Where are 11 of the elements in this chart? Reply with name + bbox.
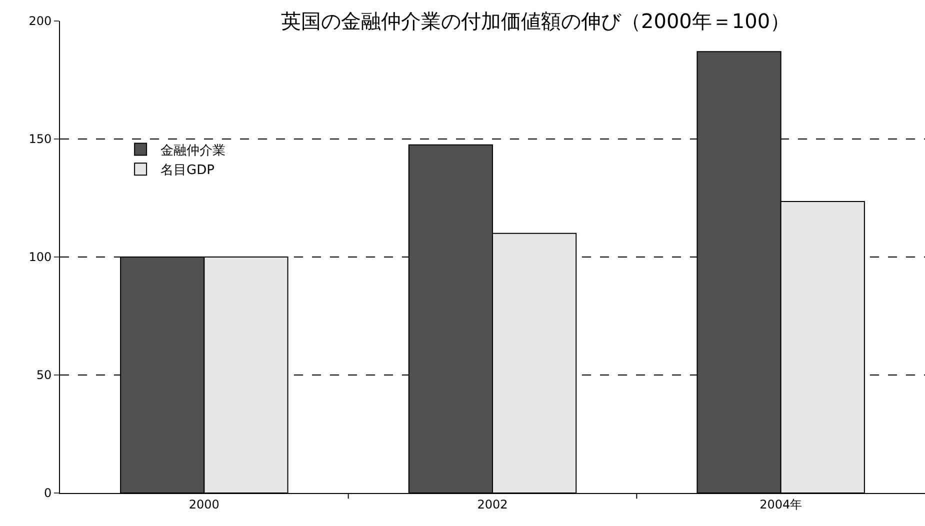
legend-label: 名目GDP [160, 163, 215, 178]
y-tick-label: 150 [28, 132, 52, 146]
y-tick-label: 200 [28, 14, 52, 28]
y-tick-label: 100 [28, 250, 52, 264]
chart-title: 英国の金融仲介業の付加価値額の伸び（2000年＝100） [281, 9, 790, 33]
legend-label: 金融仲介業 [160, 143, 226, 158]
x-tick-label: 2000 [188, 497, 220, 512]
y-tick-label: 0 [44, 486, 52, 500]
y-tick-label: 50 [36, 368, 52, 382]
x-tick-label: 2004年 [760, 497, 802, 512]
x-tick-label: 2002 [477, 497, 508, 512]
